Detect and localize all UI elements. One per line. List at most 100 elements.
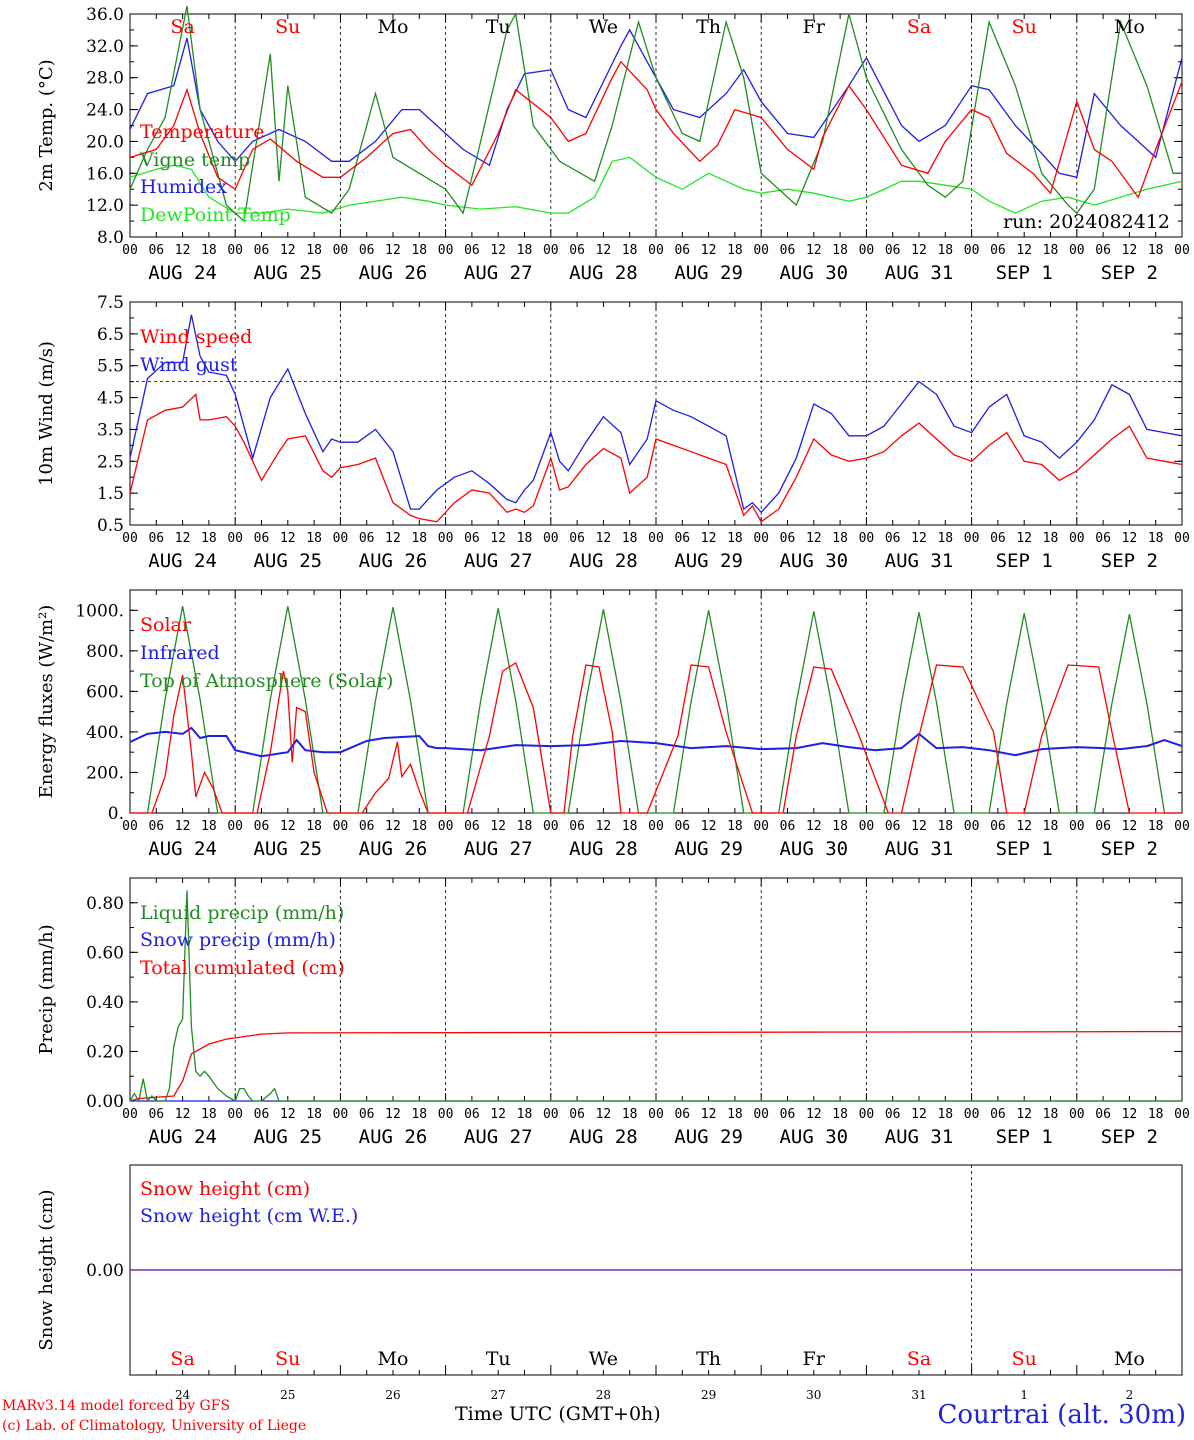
date-label: AUG 31	[885, 262, 954, 284]
hour-tick-label: 12	[806, 531, 822, 546]
hour-tick-label: 00	[1069, 243, 1085, 258]
hour-tick-label: 00	[648, 243, 664, 258]
y-tick-label: 600.	[86, 682, 124, 702]
hour-tick-label: 12	[1016, 243, 1032, 258]
hour-tick-label: 12	[701, 1107, 717, 1122]
date-label: AUG 29	[674, 838, 743, 860]
hour-tick-label: 06	[569, 243, 585, 258]
hour-tick-label: 06	[990, 531, 1006, 546]
hour-tick-label: 06	[464, 243, 480, 258]
date-label: AUG 24	[148, 262, 217, 284]
hour-tick-label: 00	[859, 1107, 875, 1122]
y-tick-label: 20.0	[86, 132, 124, 152]
hour-tick-label: 18	[201, 819, 217, 834]
weekday-label: We	[589, 1348, 618, 1370]
legend-entry: Total cumulated (cm)	[140, 957, 345, 979]
hour-tick-label: 06	[885, 243, 901, 258]
series-wind-gust	[129, 314, 1183, 514]
date-label: AUG 28	[569, 838, 638, 860]
hour-tick-label: 00	[648, 1107, 664, 1122]
run-annotation: run: 2024082412	[1003, 211, 1170, 233]
hour-tick-label: 18	[1148, 819, 1164, 834]
day-number-label: 27	[491, 1388, 506, 1402]
legend-entry: Humidex	[140, 176, 227, 198]
hour-tick-label: 18	[832, 243, 848, 258]
weekday-label: Mo	[1114, 1348, 1145, 1370]
y-tick-label: 0.80	[86, 894, 124, 914]
hour-tick-label: 06	[359, 243, 375, 258]
hour-tick-label: 18	[306, 819, 322, 834]
hour-tick-label: 00	[438, 819, 454, 834]
hour-tick-label: 18	[622, 531, 638, 546]
hour-tick-label: 06	[990, 1107, 1006, 1122]
hour-tick-label: 00	[1174, 819, 1190, 834]
hour-tick-label: 06	[359, 1107, 375, 1122]
hour-tick-label: 06	[359, 531, 375, 546]
hour-tick-label: 00	[1174, 531, 1190, 546]
y-tick-label: 200.	[86, 763, 124, 783]
y-tick-label: 24.0	[86, 101, 124, 121]
hour-tick-label: 12	[701, 531, 717, 546]
hour-tick-label: 12	[385, 819, 401, 834]
hour-tick-label: 00	[648, 819, 664, 834]
day-number-label: 25	[280, 1388, 295, 1402]
legend-entry: Liquid precip (mm/h)	[140, 902, 344, 924]
hour-tick-label: 06	[780, 1107, 796, 1122]
legend-entry: Snow height (cm W.E.)	[140, 1205, 358, 1227]
hour-tick-label: 00	[438, 1107, 454, 1122]
date-label: AUG 29	[674, 262, 743, 284]
hour-tick-label: 00	[543, 1107, 559, 1122]
hour-tick-label: 18	[727, 819, 743, 834]
date-label: SEP 1	[996, 550, 1053, 572]
hour-tick-label: 00	[333, 243, 349, 258]
date-label: AUG 31	[885, 1126, 954, 1148]
date-label: SEP 2	[1101, 550, 1158, 572]
y-axis-label: 10m Wind (m/s)	[36, 341, 57, 486]
y-tick-label: 16.0	[86, 164, 124, 184]
y-axis-label: Precip (mm/h)	[36, 924, 57, 1054]
weekday-label: Su	[1012, 16, 1037, 38]
hour-tick-label: 18	[306, 243, 322, 258]
hour-tick-label: 12	[1122, 243, 1138, 258]
legend-entry: Temperature	[140, 121, 264, 143]
date-label: AUG 26	[359, 1126, 428, 1148]
y-tick-label: 0.	[108, 804, 124, 824]
weekday-label: Th	[696, 1348, 721, 1370]
hour-tick-label: 00	[122, 1107, 138, 1122]
weekday-label: Mo	[378, 16, 409, 38]
weekday-label: Su	[1012, 1348, 1037, 1370]
date-label: AUG 27	[464, 1126, 533, 1148]
hour-tick-label: 18	[622, 819, 638, 834]
hour-tick-label: 06	[990, 819, 1006, 834]
weekday-label: Sa	[170, 1348, 194, 1370]
date-label: AUG 28	[569, 1126, 638, 1148]
hour-tick-label: 12	[1016, 1107, 1032, 1122]
hour-tick-label: 06	[674, 1107, 690, 1122]
hour-tick-label: 00	[964, 243, 980, 258]
hour-tick-label: 00	[333, 531, 349, 546]
hour-tick-label: 06	[885, 1107, 901, 1122]
date-label: AUG 27	[464, 838, 533, 860]
date-label: AUG 25	[253, 1126, 322, 1148]
hour-tick-label: 12	[911, 819, 927, 834]
hour-tick-label: 06	[1095, 819, 1111, 834]
date-label: AUG 31	[885, 550, 954, 572]
hour-tick-label: 00	[122, 243, 138, 258]
hour-tick-label: 18	[201, 1107, 217, 1122]
hour-tick-label: 00	[1069, 1107, 1085, 1122]
hour-tick-label: 00	[859, 819, 875, 834]
day-number-label: 29	[701, 1388, 716, 1402]
series-wind-speed	[129, 393, 1183, 523]
hour-tick-label: 00	[964, 819, 980, 834]
hour-tick-label: 00	[227, 243, 243, 258]
hour-tick-label: 06	[254, 819, 270, 834]
date-label: AUG 30	[779, 838, 848, 860]
hour-tick-label: 12	[280, 1107, 296, 1122]
hour-tick-label: 12	[701, 819, 717, 834]
legend-entry: Wind gust	[140, 354, 238, 376]
date-label: AUG 28	[569, 550, 638, 572]
hour-tick-label: 12	[701, 243, 717, 258]
hour-tick-label: 12	[175, 1107, 191, 1122]
panel-energy: 00 06 12 18 00 06 12 18 00 06 12 18 00 06 12 18 00 06 12 18…	[36, 589, 1190, 860]
hour-tick-label: 06	[1095, 243, 1111, 258]
